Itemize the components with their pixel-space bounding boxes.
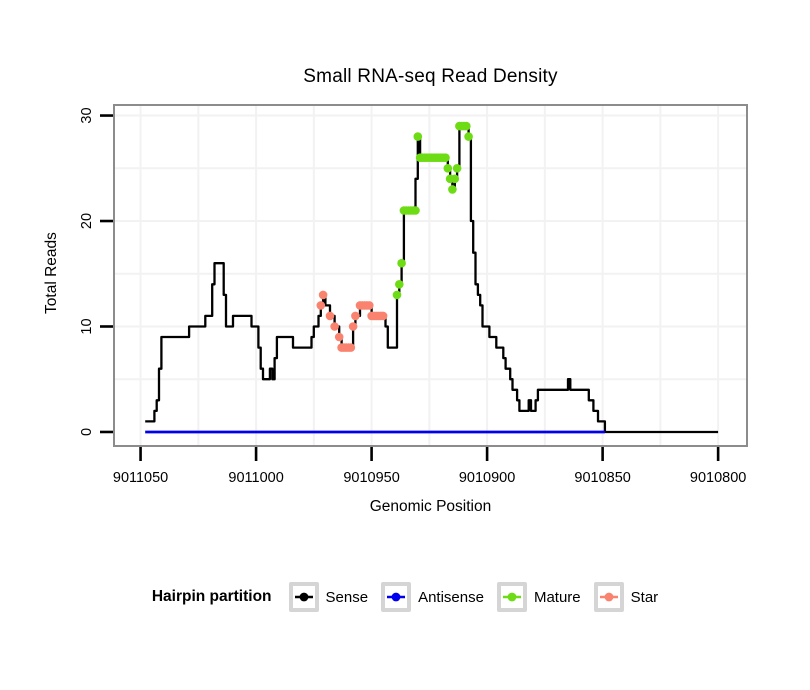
x-axis-title: Genomic Position [369,498,492,515]
y-tick-label: 30 [79,107,95,123]
legend-items: Sense Antisense Mature Star [288,582,659,612]
x-tick-label: 9011050 [113,470,168,486]
x-tick-label: 9011000 [228,470,283,486]
point-star [378,311,388,321]
plot-area: 9011050 9011000 9010950 9010900 9010850 90108… [79,104,748,486]
point-star [351,311,360,321]
legend-key-star-icon [593,582,624,612]
panel-border [113,104,748,447]
panel-background [114,105,747,446]
point-mature [450,174,460,184]
point-mature [443,164,453,173]
point-star [348,322,358,331]
y-tick-label: 0 [79,428,95,436]
point-star [330,322,339,331]
legend-label: Star [630,588,659,606]
legend-key-sense-icon [288,582,319,612]
point-mature [392,290,402,300]
point-star [325,311,335,321]
point-mature [441,153,450,162]
y-tick-label: 10 [79,318,95,334]
legend-label: Antisense [418,588,484,606]
x-tick-label: 9010800 [690,470,746,486]
x-tick-label: 9010900 [459,470,515,486]
legend-item-antisense: Antisense [381,582,484,612]
point-star [365,301,374,310]
point-mature [462,121,471,131]
point-mature [464,132,473,141]
y-tick-label: 20 [79,213,95,229]
point-star [346,343,356,352]
legend-key-mature-icon [496,582,527,612]
point-mature [413,132,423,141]
point-mature [397,258,406,268]
legend-label: Sense [325,588,369,606]
point-mature [411,206,420,215]
point-mature [452,164,462,173]
legend-item-sense: Sense [288,582,369,612]
legend-label: Mature [533,588,581,606]
legend-item-mature: Mature [496,582,581,612]
legend-title: Hairpin partition [151,588,272,605]
point-mature [395,280,404,289]
point-star [334,332,344,342]
legend-key-antisense-icon [381,582,412,612]
point-star [316,301,326,310]
point-star [318,290,328,300]
legend-item-star: Star [593,582,659,612]
chart-title: Small RNA-seq Read Density [303,66,558,87]
point-mature [448,185,457,194]
legend: Hairpin partition Sense Antisense Mature St… [0,579,810,615]
x-tick-label: 9010850 [574,470,630,486]
x-tick-label: 9010950 [343,470,399,486]
